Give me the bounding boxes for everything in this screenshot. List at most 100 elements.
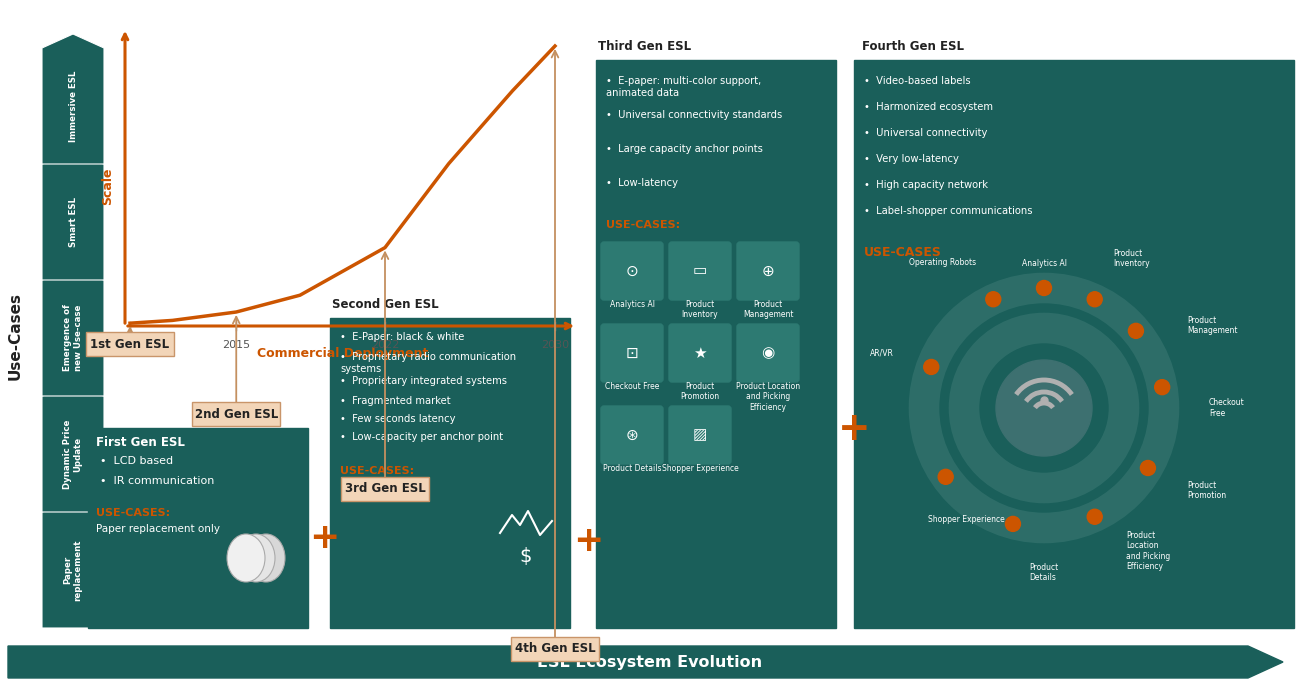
Text: 1st Gen ESL: 1st Gen ESL <box>90 338 170 351</box>
FancyBboxPatch shape <box>737 324 799 382</box>
Text: Fourth Gen ESL: Fourth Gen ESL <box>863 40 965 53</box>
Text: •  Proprietary radio communication
systems: • Proprietary radio communication system… <box>340 352 516 374</box>
Text: •  Fragmented market: • Fragmented market <box>340 396 451 406</box>
Text: ★: ★ <box>693 345 707 361</box>
Text: ESL Ecosystem Evolution: ESL Ecosystem Evolution <box>537 654 762 670</box>
Text: First Gen ESL: First Gen ESL <box>95 436 184 449</box>
Circle shape <box>996 360 1093 456</box>
Text: 4th Gen ESL: 4th Gen ESL <box>515 642 595 656</box>
Polygon shape <box>42 271 105 396</box>
Text: Scale: Scale <box>102 167 115 205</box>
Text: Product
Inventory: Product Inventory <box>1114 248 1150 268</box>
Text: •  Harmonized ecosystem: • Harmonized ecosystem <box>864 102 993 112</box>
FancyBboxPatch shape <box>669 406 731 464</box>
Circle shape <box>1005 516 1021 532</box>
Text: ▭: ▭ <box>693 264 707 278</box>
Text: •  Few seconds latency: • Few seconds latency <box>340 414 456 424</box>
Text: Shopper Experience: Shopper Experience <box>661 464 738 473</box>
Polygon shape <box>42 503 105 628</box>
Text: Product
Inventory: Product Inventory <box>682 300 719 319</box>
FancyBboxPatch shape <box>88 428 308 628</box>
FancyBboxPatch shape <box>601 406 663 464</box>
FancyBboxPatch shape <box>596 60 836 628</box>
Text: Smart ESL: Smart ESL <box>68 197 77 247</box>
Text: •  Large capacity anchor points: • Large capacity anchor points <box>606 144 763 154</box>
Circle shape <box>1087 292 1102 307</box>
Circle shape <box>1128 324 1144 338</box>
Text: •  Low-capacity per anchor point: • Low-capacity per anchor point <box>340 432 503 442</box>
Text: Checkout
Free: Checkout Free <box>1209 398 1244 418</box>
Text: +: + <box>572 524 604 558</box>
Ellipse shape <box>227 534 265 582</box>
FancyBboxPatch shape <box>737 242 799 300</box>
Text: 2nd Gen ESL: 2nd Gen ESL <box>195 407 278 420</box>
Ellipse shape <box>247 534 285 582</box>
Text: Product
Management: Product Management <box>1187 316 1238 335</box>
Text: ▨: ▨ <box>693 427 707 443</box>
FancyBboxPatch shape <box>86 332 174 356</box>
Text: Product
Promotion: Product Promotion <box>1187 481 1226 500</box>
Text: Product
Management: Product Management <box>742 300 793 319</box>
Text: Dynamic Price
Update: Dynamic Price Update <box>63 419 82 489</box>
Circle shape <box>1036 280 1052 296</box>
Text: Second Gen ESL: Second Gen ESL <box>332 298 439 311</box>
Text: •  Very low-latency: • Very low-latency <box>864 154 959 164</box>
Text: 3rd Gen ESL: 3rd Gen ESL <box>345 482 425 496</box>
Text: ⊕: ⊕ <box>762 264 774 278</box>
FancyBboxPatch shape <box>669 242 731 300</box>
Text: •  IR communication: • IR communication <box>101 476 214 486</box>
Text: •  Label-shopper communications: • Label-shopper communications <box>864 206 1033 216</box>
Text: USE-CASES:: USE-CASES: <box>95 508 170 518</box>
Text: Product
Promotion: Product Promotion <box>681 382 720 402</box>
Ellipse shape <box>237 534 274 582</box>
Text: Pricing update: Pricing update <box>340 483 416 493</box>
Text: Paper
replacement: Paper replacement <box>63 539 82 601</box>
Circle shape <box>1154 379 1170 395</box>
Text: •  Universal connectivity: • Universal connectivity <box>864 128 987 138</box>
Text: 2022: 2022 <box>371 340 399 350</box>
FancyBboxPatch shape <box>329 318 570 628</box>
FancyBboxPatch shape <box>601 324 663 382</box>
Text: •  Low-latency: • Low-latency <box>606 178 678 188</box>
Circle shape <box>1087 509 1102 524</box>
Text: ◉: ◉ <box>762 345 775 361</box>
Polygon shape <box>42 34 105 164</box>
Text: Operating Robots: Operating Robots <box>910 258 976 267</box>
FancyBboxPatch shape <box>192 402 280 426</box>
Circle shape <box>938 469 953 484</box>
Polygon shape <box>42 387 105 512</box>
Text: USE-CASES:: USE-CASES: <box>606 220 680 230</box>
Text: •  E-paper: multi-color support,
animated data: • E-paper: multi-color support, animated… <box>606 76 761 97</box>
Text: Product Details: Product Details <box>603 464 661 473</box>
Text: Product
Location
and Picking
Efficiency: Product Location and Picking Efficiency <box>1127 531 1171 571</box>
Text: ⊛: ⊛ <box>626 427 638 443</box>
Text: Emergence of
new Use-case: Emergence of new Use-case <box>63 305 82 372</box>
Text: $: $ <box>520 547 532 566</box>
FancyArrow shape <box>8 646 1283 678</box>
Text: USE-CASES: USE-CASES <box>864 246 942 259</box>
Text: +: + <box>838 410 870 448</box>
Text: 2015: 2015 <box>222 340 251 350</box>
FancyBboxPatch shape <box>511 637 599 661</box>
Text: •  E-Paper: black & white: • E-Paper: black & white <box>340 332 464 342</box>
Text: 2030: 2030 <box>541 340 569 350</box>
Text: Analytics AI: Analytics AI <box>1022 259 1067 268</box>
Circle shape <box>1141 461 1155 475</box>
Text: Commercial Deployment: Commercial Deployment <box>256 347 429 361</box>
Polygon shape <box>42 155 105 280</box>
Text: Analytics AI: Analytics AI <box>609 300 655 309</box>
Text: •  Universal connectivity standards: • Universal connectivity standards <box>606 110 783 120</box>
Text: •  High capacity network: • High capacity network <box>864 180 988 190</box>
Text: Immersive ESL: Immersive ESL <box>68 70 77 142</box>
Text: Product Location
and Picking
Efficiency: Product Location and Picking Efficiency <box>736 382 800 412</box>
Text: ⊙: ⊙ <box>626 264 638 278</box>
Text: ⊡: ⊡ <box>626 345 638 361</box>
Text: Paper replacement only: Paper replacement only <box>95 524 220 534</box>
FancyBboxPatch shape <box>853 60 1294 628</box>
Circle shape <box>985 292 1001 307</box>
Text: Shopper Experience: Shopper Experience <box>928 515 1005 524</box>
Text: Third Gen ESL: Third Gen ESL <box>599 40 691 53</box>
Text: Product
Details: Product Details <box>1030 562 1059 582</box>
Text: Checkout Free: Checkout Free <box>605 382 659 391</box>
Text: +: + <box>308 521 340 555</box>
